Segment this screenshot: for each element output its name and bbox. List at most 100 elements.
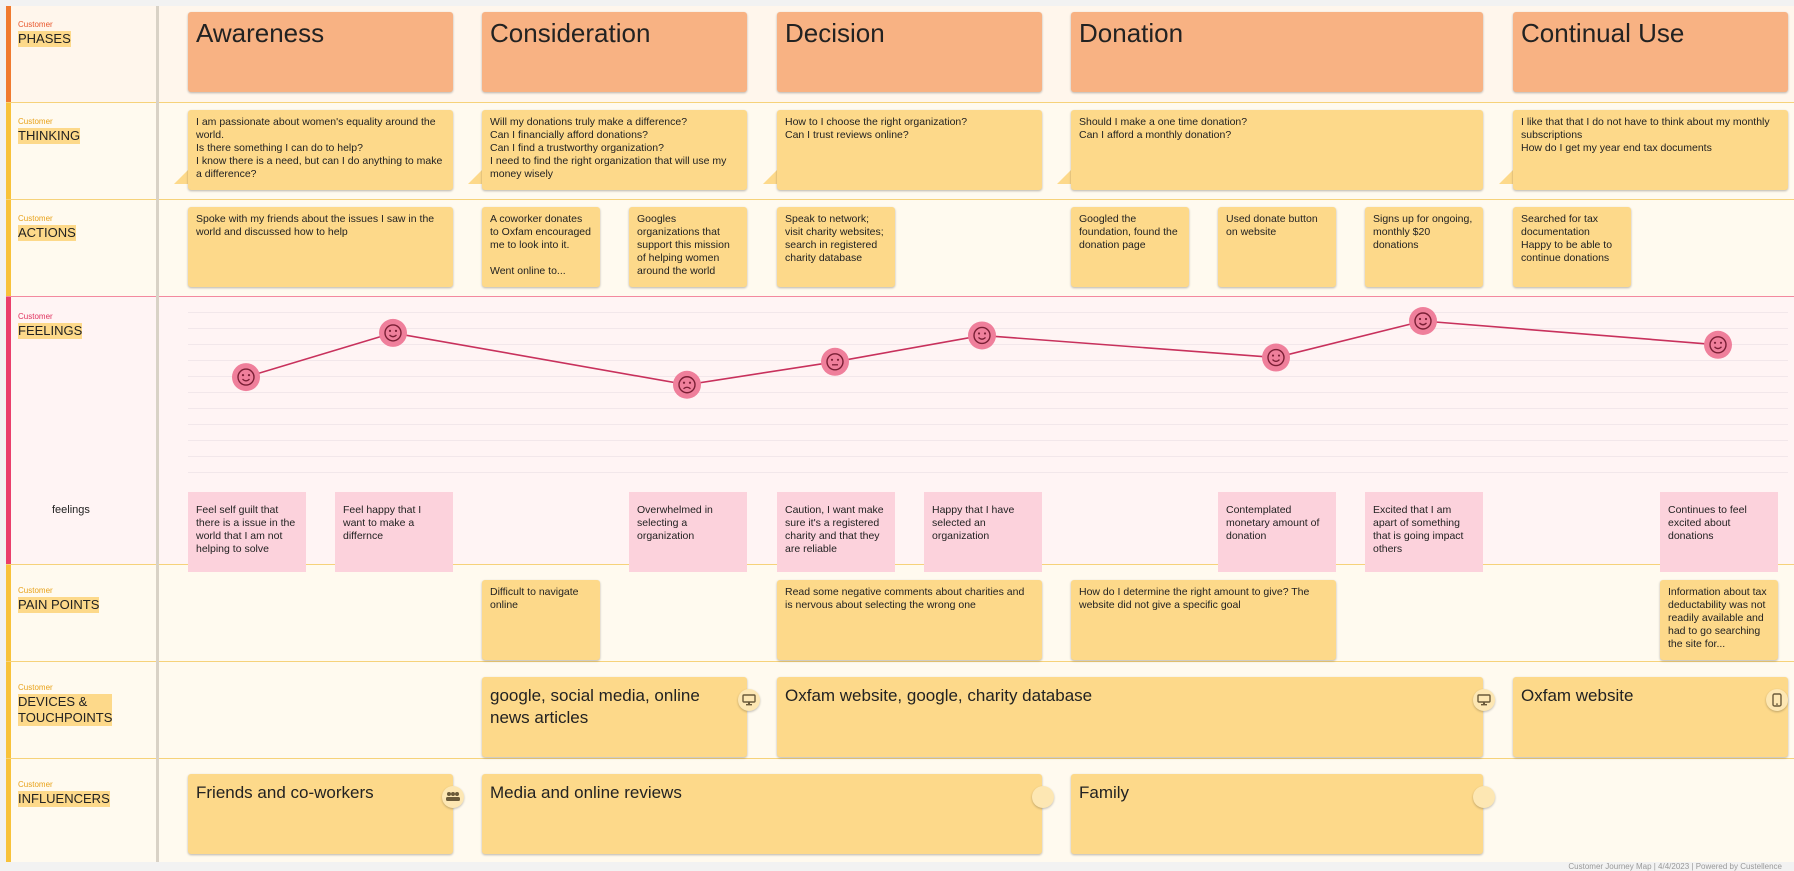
action-card[interactable]: Signs up for ongoing, monthly $20 donati… bbox=[1365, 207, 1483, 287]
pain-point-card[interactable]: Difficult to navigate online bbox=[482, 580, 600, 660]
row-divider bbox=[6, 661, 1794, 662]
row-label-actions: Customer ACTIONS bbox=[18, 214, 76, 241]
thinking-bubble[interactable]: I like that that I do not have to think … bbox=[1513, 110, 1788, 190]
pain-point-card[interactable]: How do I determine the right amount to g… bbox=[1071, 580, 1336, 660]
thinking-bubble[interactable]: How to I choose the right organization? … bbox=[777, 110, 1042, 190]
touchpoint-text: google, social media, online news articl… bbox=[490, 686, 700, 727]
emotion-marker-happy-icon[interactable] bbox=[968, 321, 996, 350]
influencer-card[interactable]: Media and online reviews bbox=[482, 774, 1042, 854]
thinking-bubble[interactable]: Should I make a one time donation? Can I… bbox=[1071, 110, 1483, 190]
feelings-gridline bbox=[188, 408, 1788, 409]
row-label-text: THINKING bbox=[18, 128, 81, 144]
group-icon bbox=[442, 786, 464, 808]
phase-title: Awareness bbox=[196, 18, 325, 48]
feelings-gridline bbox=[188, 312, 1788, 313]
feeling-card[interactable]: Excited that I am apart of something tha… bbox=[1365, 492, 1483, 572]
feelings-gridline bbox=[188, 472, 1788, 473]
row-label-text: DEVICES & TOUCHPOINTS bbox=[18, 694, 113, 726]
feeling-card[interactable]: Feel self guilt that there is a issue in… bbox=[188, 492, 306, 572]
touchpoint-card[interactable]: Oxfam website, google, charity database bbox=[777, 677, 1483, 757]
phase-title: Decision bbox=[785, 18, 885, 48]
feelings-gridline bbox=[188, 440, 1788, 441]
feelings-gridline bbox=[188, 424, 1788, 425]
speech-tail bbox=[1057, 168, 1073, 184]
feeling-card[interactable]: Feel happy that I want to make a differn… bbox=[335, 492, 453, 572]
phase-card-consideration[interactable]: Consideration bbox=[482, 12, 747, 92]
touchpoint-text: Oxfam website bbox=[1521, 686, 1634, 705]
influencer-card[interactable]: Friends and co-workers bbox=[188, 774, 453, 854]
row-label-phases: Customer PHASES bbox=[18, 20, 71, 47]
action-card[interactable]: Googles organizations that support this … bbox=[629, 207, 747, 287]
emotion-curve bbox=[232, 307, 1732, 399]
touchpoint-card[interactable]: google, social media, online news articl… bbox=[482, 677, 747, 757]
row-label-small: Customer bbox=[18, 312, 53, 321]
mobile-icon bbox=[1766, 689, 1788, 711]
lower-rows-bar bbox=[6, 564, 11, 862]
row-divider bbox=[6, 199, 1794, 200]
emotion-marker-sad-icon[interactable] bbox=[673, 370, 701, 399]
action-card[interactable]: Used donate button on website bbox=[1218, 207, 1336, 287]
influencer-text: Media and online reviews bbox=[490, 783, 682, 802]
action-card[interactable]: Spoke with my friends about the issues I… bbox=[188, 207, 453, 287]
row-label-small: Customer bbox=[18, 214, 53, 223]
feeling-card[interactable]: Caution, I want make sure it's a registe… bbox=[777, 492, 895, 572]
row-label-small: Customer bbox=[18, 780, 53, 789]
phase-card-continual-use[interactable]: Continual Use bbox=[1513, 12, 1788, 92]
phase-title: Continual Use bbox=[1521, 18, 1685, 48]
row-label-feelings: Customer FEELINGS bbox=[18, 312, 83, 339]
touchpoint-text: Oxfam website, google, charity database bbox=[785, 686, 1093, 705]
feeling-card[interactable]: Happy that I have selected an organizati… bbox=[924, 492, 1042, 572]
feelings-sublabel: feelings bbox=[52, 504, 90, 516]
phase-card-awareness[interactable]: Awareness bbox=[188, 12, 453, 92]
pain-point-card[interactable]: Information about tax deductability was … bbox=[1660, 580, 1778, 660]
desktop-icon bbox=[1473, 689, 1495, 711]
desktop-icon bbox=[738, 689, 760, 711]
feeling-card[interactable]: Overwhelmed in selecting a organization bbox=[629, 492, 747, 572]
feelings-gridline bbox=[188, 360, 1788, 361]
row-label-small: Customer bbox=[18, 20, 53, 29]
row-label-small: Customer bbox=[18, 683, 53, 692]
phase-card-donation[interactable]: Donation bbox=[1071, 12, 1483, 92]
emotion-marker-happy-icon[interactable] bbox=[1409, 307, 1437, 335]
label-column-separator bbox=[156, 6, 159, 862]
row-label-text: FEELINGS bbox=[18, 323, 83, 339]
feeling-card[interactable]: Continues to feel excited about donation… bbox=[1660, 492, 1778, 572]
emotion-marker-neutral-icon[interactable] bbox=[821, 347, 849, 376]
row-divider bbox=[6, 564, 1794, 565]
action-card[interactable]: A coworker donates to Oxfam encouraged m… bbox=[482, 207, 600, 287]
phase-title: Consideration bbox=[490, 18, 651, 48]
emotion-marker-happy-icon[interactable] bbox=[1704, 330, 1732, 359]
feelings-gridline bbox=[188, 456, 1788, 457]
row-label-thinking: Customer THINKING bbox=[18, 117, 81, 144]
badge-icon bbox=[1032, 786, 1054, 808]
feelings-row-bar bbox=[6, 296, 11, 564]
speech-tail bbox=[468, 168, 484, 184]
feelings-gridline bbox=[188, 376, 1788, 377]
row-label-text: PAIN POINTS bbox=[18, 597, 100, 613]
row-label-pain-points: Customer PAIN POINTS bbox=[18, 586, 100, 613]
thinking-bubble[interactable]: Will my donations truly make a differenc… bbox=[482, 110, 747, 190]
influencer-card[interactable]: Family bbox=[1071, 774, 1483, 854]
influencer-text: Family bbox=[1079, 783, 1130, 802]
emotion-curve-line bbox=[245, 320, 1719, 386]
pain-point-card[interactable]: Read some negative comments about charit… bbox=[777, 580, 1042, 660]
footer-credit: Customer Journey Map | 4/4/2023 | Powere… bbox=[1568, 862, 1782, 871]
emotion-marker-tearful-icon[interactable] bbox=[232, 363, 260, 392]
row-divider bbox=[6, 102, 1794, 103]
action-card[interactable]: Googled the foundation, found the donati… bbox=[1071, 207, 1189, 287]
action-card[interactable]: Searched for tax documentation Happy to … bbox=[1513, 207, 1631, 287]
touchpoint-card[interactable]: Oxfam website bbox=[1513, 677, 1788, 757]
journey-map-board: Customer PHASES Customer THINKING Custom… bbox=[6, 6, 1794, 862]
phases-row-bar bbox=[6, 6, 11, 102]
row-label-devices: Customer DEVICES & TOUCHPOINTS bbox=[18, 683, 113, 726]
emotion-marker-happy-icon[interactable] bbox=[379, 318, 407, 347]
row-label-text: INFLUENCERS bbox=[18, 791, 110, 807]
action-card[interactable]: Speak to network; visit charity websites… bbox=[777, 207, 895, 287]
emotion-marker-wink-icon[interactable] bbox=[1262, 343, 1290, 372]
feeling-card[interactable]: Contemplated monetary amount of donation bbox=[1218, 492, 1336, 572]
thinking-bubble[interactable]: I am passionate about women's equality a… bbox=[188, 110, 453, 190]
row-label-small: Customer bbox=[18, 586, 53, 595]
row-label-influencers: Customer INFLUENCERS bbox=[18, 780, 110, 807]
row-divider bbox=[6, 296, 1794, 297]
phase-card-decision[interactable]: Decision bbox=[777, 12, 1042, 92]
